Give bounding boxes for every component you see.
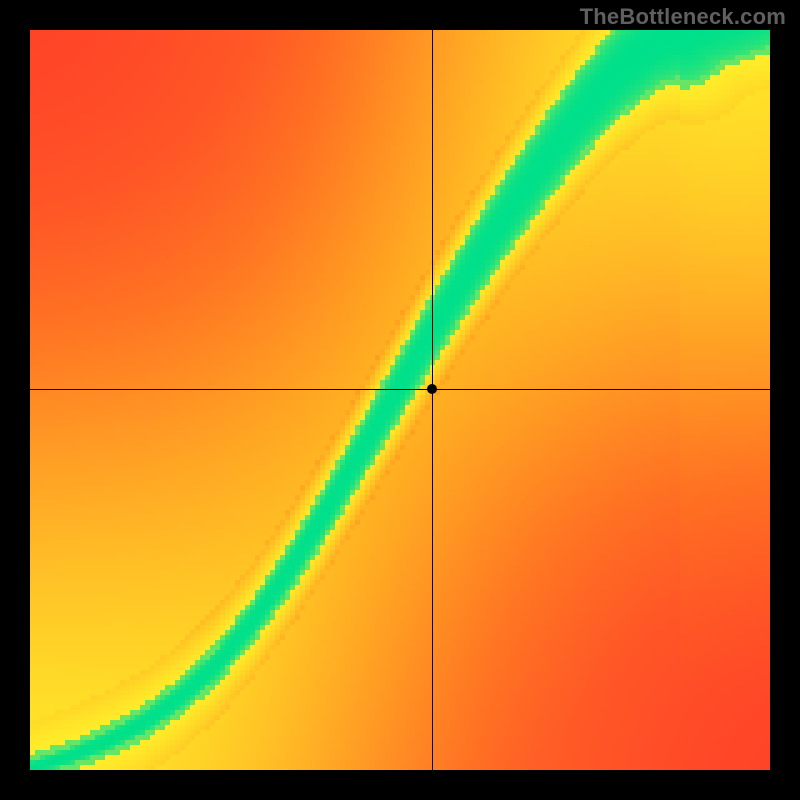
attribution-text: TheBottleneck.com: [580, 4, 786, 30]
chart-container: TheBottleneck.com: [0, 0, 800, 800]
crosshair-marker: [427, 384, 437, 394]
crosshair-vertical: [432, 30, 433, 770]
heatmap-plot: [30, 30, 770, 770]
crosshair-horizontal: [30, 389, 770, 390]
heatmap-canvas: [30, 30, 770, 770]
